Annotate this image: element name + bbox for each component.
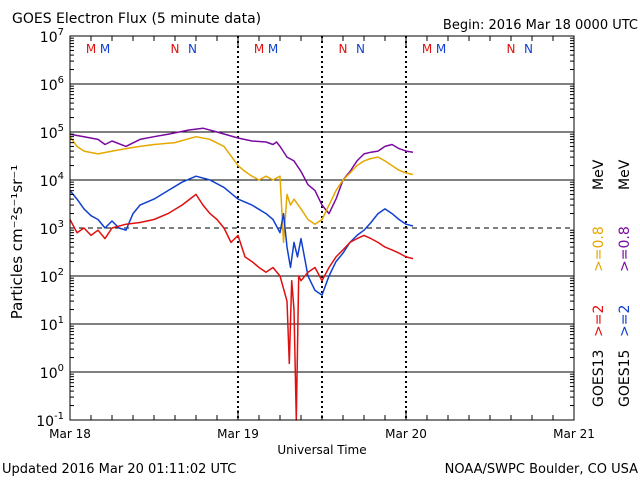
- series-line: [69, 127, 414, 215]
- tick-layer: [69, 36, 575, 420]
- mn-marker-label: M: [86, 42, 96, 56]
- x-tick-label: Mar 19: [217, 427, 259, 441]
- series-line: [69, 135, 414, 244]
- series-line: [69, 193, 414, 421]
- legend-label: MeV: [617, 159, 633, 190]
- y-tick-exponent: 1: [58, 315, 64, 326]
- begin-time: Begin: 2016 Mar 18 0000 UTC: [443, 18, 638, 33]
- y-axis-title: Particles cm⁻²s⁻¹sr⁻¹: [8, 165, 26, 319]
- mn-marker-label: N: [524, 42, 533, 56]
- x-tick-label: Mar 20: [385, 427, 427, 441]
- y-tick-label: 106: [40, 75, 64, 94]
- mn-marker-label: N: [507, 42, 516, 56]
- mn-marker-label: M: [100, 42, 110, 56]
- y-tick-label: 107: [40, 27, 64, 46]
- legend-label: >=2: [591, 305, 607, 337]
- day-divider-layer: [237, 36, 407, 420]
- legend-label: GOES13: [591, 350, 607, 407]
- x-axis-title: Universal Time: [277, 443, 366, 457]
- series-line: [69, 175, 414, 296]
- y-tick-exponent: 7: [58, 27, 64, 38]
- mn-marker-label: M: [268, 42, 278, 56]
- chart-title: GOES Electron Flux (5 minute data): [12, 11, 261, 27]
- mn-marker-label: N: [356, 42, 365, 56]
- legend-label: MeV: [591, 159, 607, 190]
- mn-marker-label: N: [339, 42, 348, 56]
- y-tick-label: 102: [40, 267, 64, 286]
- legend-label: >=0.8: [617, 226, 633, 272]
- y-tick-exponent: 4: [58, 171, 64, 182]
- x-tick-label: Mar 18: [49, 427, 91, 441]
- y-tick-exponent: -1: [54, 411, 64, 422]
- y-tick-label: 100: [40, 363, 64, 382]
- mn-marker-label: N: [171, 42, 180, 56]
- updated-timestamp: Updated 2016 Mar 20 01:11:02 UTC: [2, 462, 236, 477]
- legend-label: >=0.8: [591, 226, 607, 272]
- x-tick-label-layer: Mar 18 Mar 19 Mar 20 Mar 21: [49, 427, 595, 441]
- mn-marker-label: M: [254, 42, 264, 56]
- legend-label: >=2: [617, 305, 633, 337]
- y-tick-label-layer: 107 106 105 104 103 102 101 100 1 0 -1: [36, 27, 64, 430]
- mn-marker-label: M: [436, 42, 446, 56]
- legend-label: GOES15: [617, 350, 633, 407]
- legend: GOES13 >=2 >=0.8 MeV GOES15 >=2 >=0.8 MeV: [591, 159, 633, 407]
- x-tick-label: Mar 21: [553, 427, 595, 441]
- y-tick-exponent: 2: [58, 267, 64, 278]
- series-layer: [69, 127, 414, 421]
- y-tick-exponent: 5: [58, 123, 64, 134]
- y-tick-label: 101: [40, 315, 64, 334]
- agency-credit: NOAA/SWPC Boulder, CO USA: [445, 462, 638, 477]
- y-tick-exponent: 6: [58, 75, 64, 86]
- mn-marker-label: M: [422, 42, 432, 56]
- y-tick-label: 104: [40, 171, 64, 190]
- y-tick-label: 105: [40, 123, 64, 142]
- y-tick-exponent: 0: [58, 363, 64, 374]
- y-tick-exponent: 3: [58, 219, 64, 230]
- y-tick-label: 103: [40, 219, 64, 238]
- mn-marker-label: N: [188, 42, 197, 56]
